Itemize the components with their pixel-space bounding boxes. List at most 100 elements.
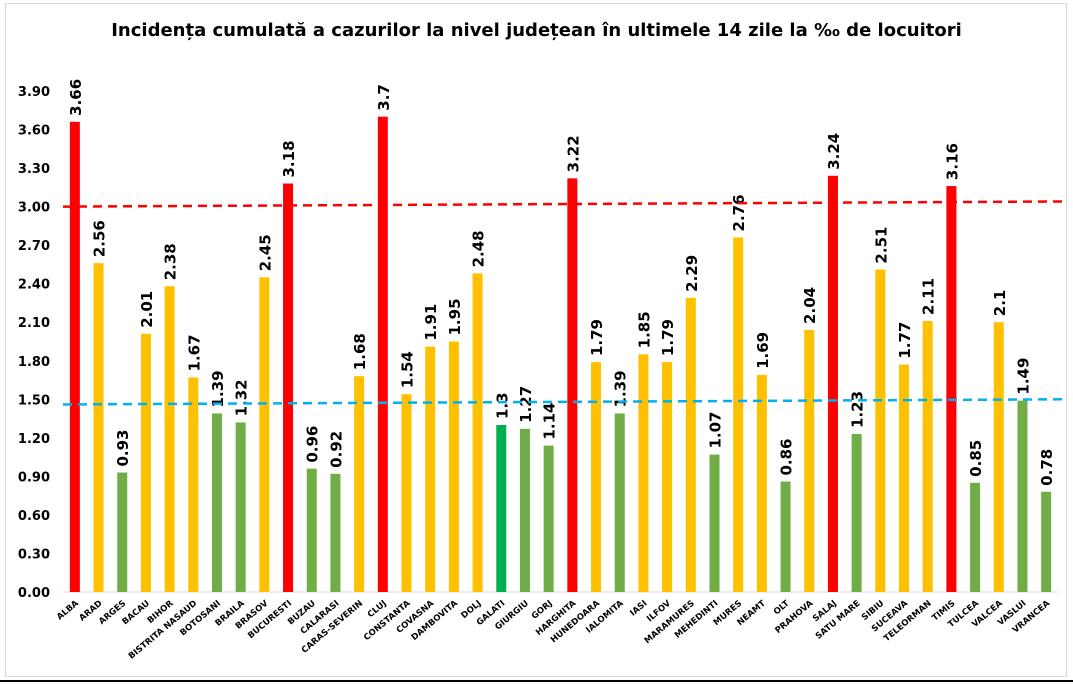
bar-suceava bbox=[899, 364, 910, 592]
y-tick-label: 0.90 bbox=[18, 470, 50, 485]
bar-bistrita-nasaud bbox=[188, 377, 199, 592]
bar-brasov bbox=[259, 277, 270, 592]
bar-olt bbox=[780, 481, 791, 592]
bar-caras-severin bbox=[354, 376, 365, 592]
bar-tulcea bbox=[970, 482, 981, 592]
data-label: 1.85 bbox=[635, 311, 653, 348]
data-label: 1.91 bbox=[422, 304, 440, 341]
data-label: 2.45 bbox=[256, 234, 274, 271]
data-label: 3.16 bbox=[943, 143, 961, 180]
data-label: 0.92 bbox=[327, 431, 345, 468]
data-label: 1.39 bbox=[612, 370, 630, 407]
y-tick-label: 3.90 bbox=[18, 85, 50, 100]
data-label: 3.18 bbox=[280, 140, 298, 177]
bar-neamt bbox=[756, 374, 767, 592]
bottom-border bbox=[0, 680, 1073, 682]
y-tick-label: 1.50 bbox=[18, 393, 50, 408]
bar-dolj bbox=[472, 273, 483, 592]
data-label: 3.7 bbox=[375, 84, 393, 111]
bar-ilfov bbox=[662, 362, 673, 592]
bar-hunedoara bbox=[591, 362, 602, 592]
data-label: 2.38 bbox=[162, 243, 180, 280]
bar-timis bbox=[946, 186, 957, 593]
data-label: 2.56 bbox=[91, 220, 109, 257]
data-label: 1.32 bbox=[233, 379, 251, 416]
bar-botosani bbox=[211, 413, 222, 592]
data-label: 3.24 bbox=[825, 133, 843, 170]
data-label: 1.39 bbox=[209, 370, 227, 407]
data-label: 1.3 bbox=[493, 392, 511, 419]
data-label: 1.79 bbox=[588, 319, 606, 356]
bar-mehedinti bbox=[709, 454, 720, 592]
y-tick-label: 1.80 bbox=[18, 355, 50, 370]
bar-bacau bbox=[140, 333, 151, 592]
bar-iasi bbox=[638, 354, 649, 592]
y-tick-label: 1.20 bbox=[18, 432, 50, 447]
threshold-line-0 bbox=[62, 200, 1063, 208]
data-label: 2.76 bbox=[730, 194, 748, 231]
y-tick-label: 0.00 bbox=[18, 586, 50, 601]
data-label: 0.93 bbox=[114, 430, 132, 467]
data-label: 1.67 bbox=[185, 334, 203, 371]
data-label: 2.11 bbox=[920, 278, 938, 315]
bar-buzau bbox=[306, 468, 317, 592]
data-label: 0.85 bbox=[967, 440, 985, 477]
bar-alba bbox=[69, 121, 80, 592]
bar-cluj bbox=[377, 116, 388, 592]
bar-mures bbox=[733, 237, 744, 592]
data-label: 1.77 bbox=[896, 322, 914, 359]
data-label: 2.04 bbox=[801, 287, 819, 324]
data-label: 0.96 bbox=[304, 426, 322, 463]
bar-maramures bbox=[685, 297, 696, 592]
bar-arges bbox=[117, 472, 128, 592]
bar-sibiu bbox=[875, 269, 886, 592]
data-label: 2.1 bbox=[991, 290, 1009, 317]
data-label: 0.78 bbox=[1038, 449, 1056, 486]
data-label: 1.69 bbox=[754, 332, 772, 369]
y-tick-label: 0.30 bbox=[18, 547, 50, 562]
chart-frame bbox=[5, 3, 1067, 677]
data-label: 1.27 bbox=[517, 386, 535, 423]
data-label: 1.23 bbox=[849, 391, 867, 428]
data-label: 1.68 bbox=[351, 333, 369, 370]
y-tick-label: 2.70 bbox=[18, 239, 50, 254]
data-label: 1.49 bbox=[1014, 358, 1032, 395]
data-label: 2.01 bbox=[138, 291, 156, 328]
bar-prahova bbox=[804, 329, 815, 592]
data-label: 2.48 bbox=[470, 230, 488, 267]
data-label: 2.29 bbox=[683, 255, 701, 292]
threshold-line-1 bbox=[62, 398, 1063, 406]
bar-harghita bbox=[567, 178, 578, 592]
bar-teleorman bbox=[922, 320, 933, 592]
bar-valcea bbox=[993, 322, 1004, 592]
bar-gorj bbox=[543, 445, 554, 592]
bar-ialomita bbox=[614, 413, 625, 592]
bar-braila bbox=[235, 422, 246, 592]
data-label: 3.22 bbox=[564, 135, 582, 172]
y-tick-label: 2.40 bbox=[18, 278, 50, 293]
data-label: 1.79 bbox=[659, 319, 677, 356]
x-tick-label: ALBA bbox=[55, 598, 81, 622]
bar-vrancea bbox=[1041, 491, 1052, 592]
bar-vaslui bbox=[1017, 400, 1028, 592]
bar-giurgiu bbox=[519, 428, 530, 592]
data-label: 1.14 bbox=[541, 403, 559, 440]
bar-galati bbox=[496, 425, 507, 592]
data-label: 3.66 bbox=[67, 79, 85, 116]
bar-arad bbox=[93, 263, 104, 592]
data-label: 1.07 bbox=[706, 412, 724, 449]
chart-title: Incidența cumulată a cazurilor la nivel … bbox=[111, 20, 962, 41]
bar-dambovita bbox=[448, 341, 459, 592]
y-tick-label: 3.60 bbox=[18, 124, 50, 139]
data-label: 1.54 bbox=[399, 351, 417, 388]
y-tick-label: 3.30 bbox=[18, 162, 50, 177]
bar-salaj bbox=[827, 175, 838, 593]
data-label: 1.95 bbox=[446, 298, 464, 335]
bar-bucuresti bbox=[283, 183, 294, 592]
bar-constanta bbox=[401, 394, 412, 592]
y-tick-label: 3.00 bbox=[18, 201, 50, 216]
bar-satu-mare bbox=[851, 433, 862, 592]
data-label: 2.51 bbox=[872, 227, 890, 264]
data-label: 0.86 bbox=[778, 439, 796, 476]
